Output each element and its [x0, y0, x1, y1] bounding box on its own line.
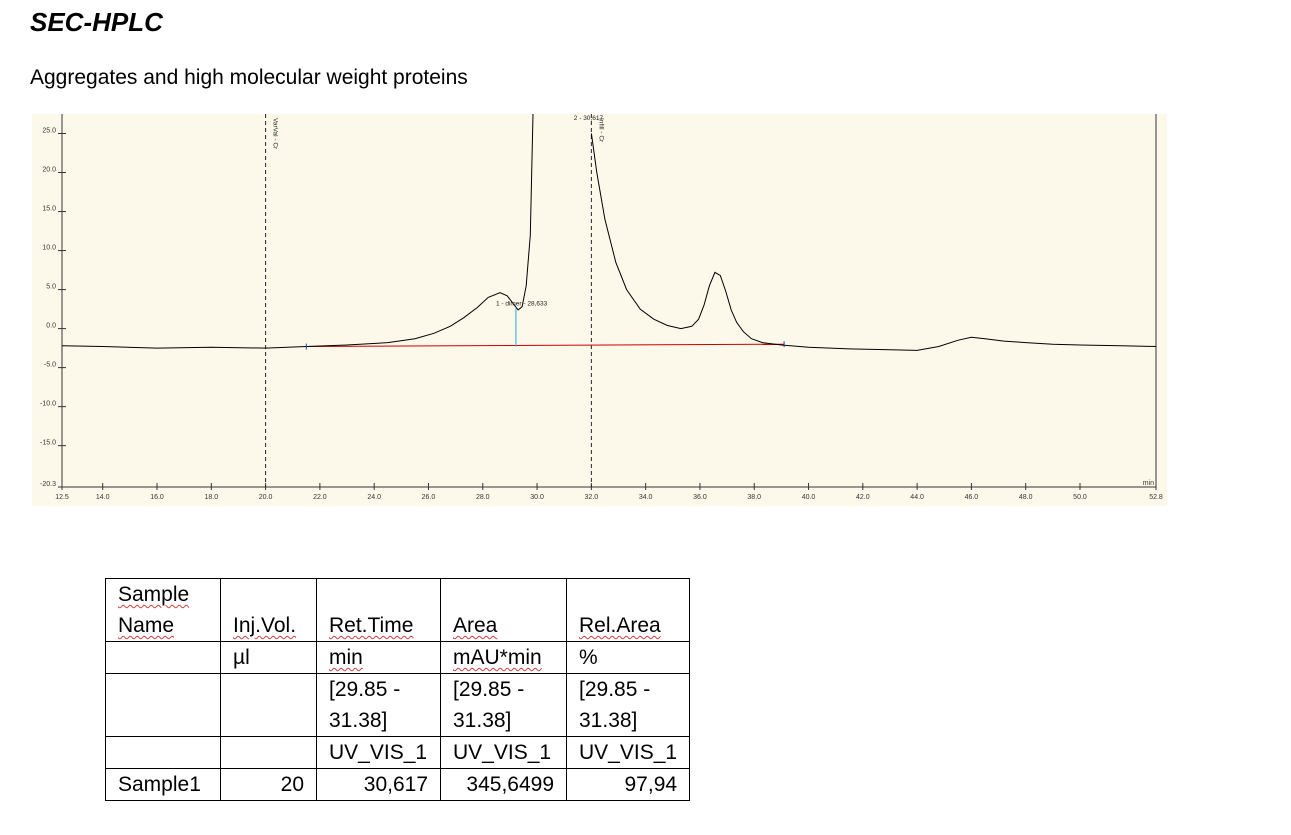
table-cell: UV_VIS_1: [440, 736, 567, 769]
results-table: Sample Name Inj.Vol. Ret.Time Area Rel.A…: [105, 578, 691, 801]
x-tick-label: 28.0: [476, 494, 490, 501]
x-tick-label: 38.0: [747, 494, 761, 501]
header-sample-name: Sample Name: [105, 578, 221, 642]
x-tick-label: 30.0: [530, 494, 544, 501]
table-cell: UV_VIS_1: [316, 736, 441, 769]
table-cell: [105, 736, 221, 769]
table-cell: [29.85 - 31.38]: [565, 673, 691, 737]
y-tick-label: 5.0: [46, 284, 56, 291]
table-cell: min: [316, 641, 441, 674]
table-cell: [105, 641, 221, 674]
table-cell: 97,94: [565, 768, 691, 801]
y-tick-label: 15.0: [42, 206, 56, 213]
x-tick-label: 14.0: [96, 494, 110, 501]
x-tick-label: 44.0: [910, 494, 924, 501]
x-tick-label: 16.0: [150, 494, 164, 501]
table-cell: [29.85 - 31.38]: [316, 673, 441, 737]
x-tick-label: 50.0: [1073, 494, 1087, 501]
x-tick-label: 32.0: [585, 494, 599, 501]
table-cell: [220, 736, 317, 769]
document-subtitle: Aggregates and high molecular weight pro…: [30, 66, 468, 89]
table-cell: µl: [220, 641, 317, 674]
x-tick-label: 52.8: [1149, 494, 1163, 501]
x-tick-label: 46.0: [965, 494, 979, 501]
chromatogram-trace-2: [590, 133, 1157, 351]
x-tick-label: 40.0: [802, 494, 816, 501]
x-tick-label: 42.0: [856, 494, 870, 501]
table-cell: UV_VIS_1: [565, 736, 691, 769]
y-tick-label: 0.0: [46, 323, 56, 330]
y-tick-label: 10.0: [42, 245, 56, 252]
event-marker-label: Infill - Cr: [597, 118, 604, 143]
table-cell: mAU*min: [440, 641, 567, 674]
event-marker-label: VarVal - Cr: [272, 118, 279, 150]
dimer-peak-label: 1 - dimer - 28,633: [496, 301, 548, 308]
table-cell: 20: [220, 768, 317, 801]
y-tick-label: -5.0: [44, 362, 56, 369]
table-cell: [29.85 - 31.38]: [440, 673, 567, 737]
header-area: Area: [440, 578, 567, 642]
table-units-row: µl min mAU*min %: [105, 641, 691, 674]
x-tick-label: 22.0: [313, 494, 327, 501]
x-axis-unit-label: min: [1143, 480, 1154, 487]
table-cell: %: [565, 641, 691, 674]
integration-baseline: [306, 343, 785, 348]
table-cell: [220, 673, 317, 737]
x-tick-label: 20.0: [259, 494, 273, 501]
y-tick-label: 25.0: [42, 128, 56, 135]
main-peak-label: 2 - 30,617: [574, 115, 604, 122]
table-header-row: Sample Name Inj.Vol. Ret.Time Area Rel.A…: [105, 578, 691, 642]
y-tick-label: -10.0: [40, 401, 56, 408]
document-title: SEC-HPLC: [30, 7, 163, 37]
chromatogram: 25.0 20.0 15.0 10.0 5.0 0.0 -5.0 -10.0 -15.0 -20.…: [32, 114, 1167, 506]
header-ret-time: Ret.Time: [316, 578, 441, 642]
x-tick-label: 12.5: [55, 494, 69, 501]
chromatogram-svg: 25.0 20.0 15.0 10.0 5.0 0.0 -5.0 -10.0 -15.0 -20.…: [40, 114, 1163, 501]
table-range-row: [29.85 - 31.38] [29.85 - 31.38] [29.85 -…: [105, 673, 691, 737]
table-row: Sample1 20 30,617 345,6499 97,94: [105, 768, 691, 801]
x-tick-label: 26.0: [422, 494, 436, 501]
chromatogram-trace-1: [61, 114, 534, 349]
table-cell: [105, 673, 221, 737]
x-tick-label: 36.0: [693, 494, 707, 501]
y-tick-label: -15.0: [40, 440, 56, 447]
x-tick-label: 18.0: [204, 494, 218, 501]
header-rel-area: Rel.Area: [565, 578, 691, 642]
y-tick-label: 20.0: [42, 167, 56, 174]
x-tick-label: 24.0: [367, 494, 381, 501]
x-tick-label: 48.0: [1019, 494, 1033, 501]
table-cell: Sample1: [105, 768, 221, 801]
table-cell: 30,617: [316, 768, 441, 801]
y-tick-label: -20.3: [40, 481, 56, 488]
table-cell: 345,6499: [440, 768, 567, 801]
table-channel-row: UV_VIS_1 UV_VIS_1 UV_VIS_1: [105, 736, 691, 769]
x-tick-label: 34.0: [639, 494, 653, 501]
header-inj-vol: Inj.Vol.: [220, 578, 317, 642]
